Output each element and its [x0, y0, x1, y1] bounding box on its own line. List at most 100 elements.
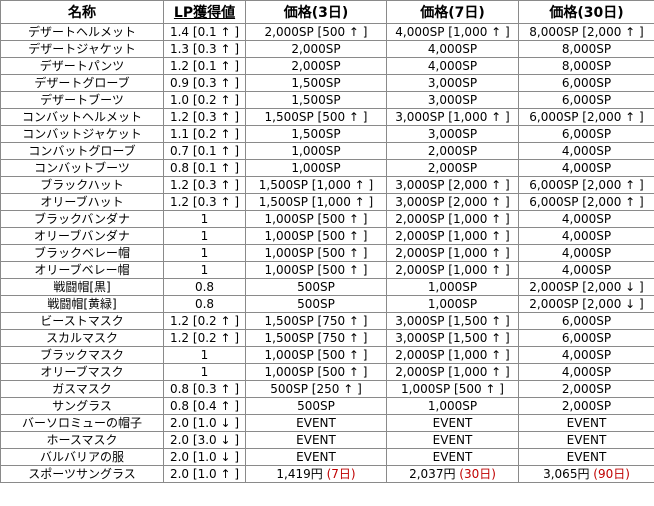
- cell-price7: 2,000SP [1,000 ↑ ]: [386, 261, 519, 279]
- cell-price30: 4,000SP: [518, 261, 654, 279]
- cell-price30: 4,000SP: [518, 142, 654, 160]
- cell-price30: 2,000SP [2,000 ↓ ]: [518, 295, 654, 313]
- cell-price30: 6,000SP [2,000 ↑ ]: [518, 108, 654, 126]
- cell-price30: 8,000SP: [518, 57, 654, 75]
- cell-price3: EVENT: [245, 414, 387, 432]
- table-row: オリーブマスク 1 1,000SP [500 ↑ ] 2,000SP [1,000 ↑…: [0, 363, 654, 381]
- cell-price3: 1,500SP: [245, 125, 387, 143]
- cell-lp: 2.0 [1.0 ↑ ]: [163, 465, 246, 483]
- cell-price30: EVENT: [518, 448, 654, 466]
- cell-price7: EVENT: [386, 431, 519, 449]
- cell-lp: 0.8 [0.1 ↑ ]: [163, 159, 246, 177]
- cell-price3: 1,500SP: [245, 91, 387, 109]
- cell-duration-note: (30日): [459, 467, 496, 481]
- cell-price3: 1,000SP [500 ↑ ]: [245, 363, 387, 381]
- cell-price30: 8,000SP: [518, 40, 654, 58]
- cell-lp: 2.0 [1.0 ↓ ]: [163, 414, 246, 432]
- table-row: ブラックハット 1.2 [0.3 ↑ ] 1,500SP [1,000 ↑ ] 3,0…: [0, 176, 654, 194]
- cell-lp: 0.9 [0.3 ↑ ]: [163, 74, 246, 92]
- cell-price7: 2,000SP [1,000 ↑ ]: [386, 346, 519, 364]
- header-row: 名称 LP獲得値 価格(3日) 価格(7日) 価格(30日): [0, 0, 654, 24]
- cell-price7: 2,000SP: [386, 159, 519, 177]
- cell-price7: 2,000SP [1,000 ↑ ]: [386, 210, 519, 228]
- cell-price7: 3,000SP: [386, 91, 519, 109]
- cell-price3: 1,500SP [750 ↑ ]: [245, 312, 387, 330]
- cell-price3: 1,500SP [750 ↑ ]: [245, 329, 387, 347]
- table-row: ビーストマスク 1.2 [0.2 ↑ ] 1,500SP [750 ↑ ] 3,000…: [0, 312, 654, 330]
- table-body: デザートヘルメット 1.4 [0.1 ↑ ] 2,000SP [500 ↑ ] 4,0…: [0, 23, 654, 483]
- cell-lp: 1.2 [0.1 ↑ ]: [163, 57, 246, 75]
- cell-price3: EVENT: [245, 431, 387, 449]
- cell-price30: 4,000SP: [518, 244, 654, 262]
- cell-name: デザートジャケット: [0, 40, 164, 58]
- cell-price7: 1,000SP: [386, 295, 519, 313]
- cell-name: バルバリアの服: [0, 448, 164, 466]
- table-row: コンバットヘルメット 1.2 [0.3 ↑ ] 1,500SP [500 ↑ ] 3,…: [0, 108, 654, 126]
- cell-price30: 2,000SP: [518, 397, 654, 415]
- cell-price-yen: 3,065円: [543, 467, 594, 481]
- cell-lp: 1.0 [0.2 ↑ ]: [163, 91, 246, 109]
- cell-price7: 2,000SP [1,000 ↑ ]: [386, 244, 519, 262]
- cell-name: ブラックハット: [0, 176, 164, 194]
- cell-price30: 8,000SP [2,000 ↑ ]: [518, 23, 654, 41]
- cell-price30: 4,000SP: [518, 210, 654, 228]
- table-row: デザートブーツ 1.0 [0.2 ↑ ] 1,500SP 3,000SP 6,000SP: [0, 91, 654, 109]
- cell-price7: 4,000SP [1,000 ↑ ]: [386, 23, 519, 41]
- cell-name: バーソロミューの帽子: [0, 414, 164, 432]
- cell-price3: 2,000SP: [245, 40, 387, 58]
- cell-price30: 6,000SP: [518, 74, 654, 92]
- cell-price30: EVENT: [518, 414, 654, 432]
- cell-name: コンバットブーツ: [0, 159, 164, 177]
- cell-lp: 1: [163, 210, 246, 228]
- cell-price30: 4,000SP: [518, 346, 654, 364]
- cell-price3: 1,500SP [500 ↑ ]: [245, 108, 387, 126]
- cell-price7: 1,000SP: [386, 397, 519, 415]
- cell-lp: 1.2 [0.3 ↑ ]: [163, 108, 246, 126]
- cell-price30: EVENT: [518, 431, 654, 449]
- cell-price7: 3,000SP [2,000 ↑ ]: [386, 176, 519, 194]
- cell-price7: 2,037円 (30日): [386, 465, 519, 483]
- cell-price7: 3,000SP: [386, 74, 519, 92]
- cell-price30: 3,065円 (90日): [518, 465, 654, 483]
- table-row: サングラス 0.8 [0.4 ↑ ] 500SP 1,000SP 2,000SP: [0, 397, 654, 415]
- cell-name: オリーブベレー帽: [0, 261, 164, 279]
- cell-price7: EVENT: [386, 414, 519, 432]
- cell-name: スカルマスク: [0, 329, 164, 347]
- table-row: コンバットブーツ 0.8 [0.1 ↑ ] 1,000SP 2,000SP 4,000S…: [0, 159, 654, 177]
- cell-price30: 6,000SP [2,000 ↑ ]: [518, 193, 654, 211]
- cell-name: ブラックバンダナ: [0, 210, 164, 228]
- cell-lp: 0.7 [0.1 ↑ ]: [163, 142, 246, 160]
- cell-price7: 3,000SP [1,000 ↑ ]: [386, 108, 519, 126]
- table-row: バーソロミューの帽子 2.0 [1.0 ↓ ] EVENT EVENT EVENT: [0, 414, 654, 432]
- cell-duration-note: (90日): [593, 467, 630, 481]
- cell-price3: 2,000SP [500 ↑ ]: [245, 23, 387, 41]
- column-header-price30: 価格(30日): [518, 0, 654, 24]
- cell-price30: 6,000SP: [518, 125, 654, 143]
- cell-lp: 1.2 [0.3 ↑ ]: [163, 176, 246, 194]
- table-row: コンバットジャケット 1.1 [0.2 ↑ ] 1,500SP 3,000SP 6,00…: [0, 125, 654, 143]
- cell-name: ブラックマスク: [0, 346, 164, 364]
- cell-price7: 4,000SP: [386, 57, 519, 75]
- cell-lp: 1.2 [0.2 ↑ ]: [163, 312, 246, 330]
- cell-price3: 1,000SP: [245, 142, 387, 160]
- cell-name: デザートパンツ: [0, 57, 164, 75]
- cell-price3: 500SP: [245, 278, 387, 296]
- table-row: デザートヘルメット 1.4 [0.1 ↑ ] 2,000SP [500 ↑ ] 4,0…: [0, 23, 654, 41]
- cell-name: ホースマスク: [0, 431, 164, 449]
- cell-lp: 1: [163, 227, 246, 245]
- cell-lp: 1.2 [0.3 ↑ ]: [163, 193, 246, 211]
- cell-price-yen: 1,419円: [276, 467, 327, 481]
- cell-lp: 1.2 [0.2 ↑ ]: [163, 329, 246, 347]
- cell-price3: 1,500SP: [245, 74, 387, 92]
- cell-price-yen: 2,037円: [409, 467, 460, 481]
- cell-name: オリーブマスク: [0, 363, 164, 381]
- cell-price7: 1,000SP: [386, 278, 519, 296]
- cell-price3: 1,500SP [1,000 ↑ ]: [245, 176, 387, 194]
- cell-name: コンバットグローブ: [0, 142, 164, 160]
- column-header-name: 名称: [0, 0, 164, 24]
- table-header: 名称 LP獲得値 価格(3日) 価格(7日) 価格(30日): [0, 0, 654, 24]
- cell-price30: 6,000SP: [518, 329, 654, 347]
- cell-price7: 3,000SP [1,500 ↑ ]: [386, 329, 519, 347]
- table-row: デザートグローブ 0.9 [0.3 ↑ ] 1,500SP 3,000SP 6,000S…: [0, 74, 654, 92]
- cell-name: オリーブハット: [0, 193, 164, 211]
